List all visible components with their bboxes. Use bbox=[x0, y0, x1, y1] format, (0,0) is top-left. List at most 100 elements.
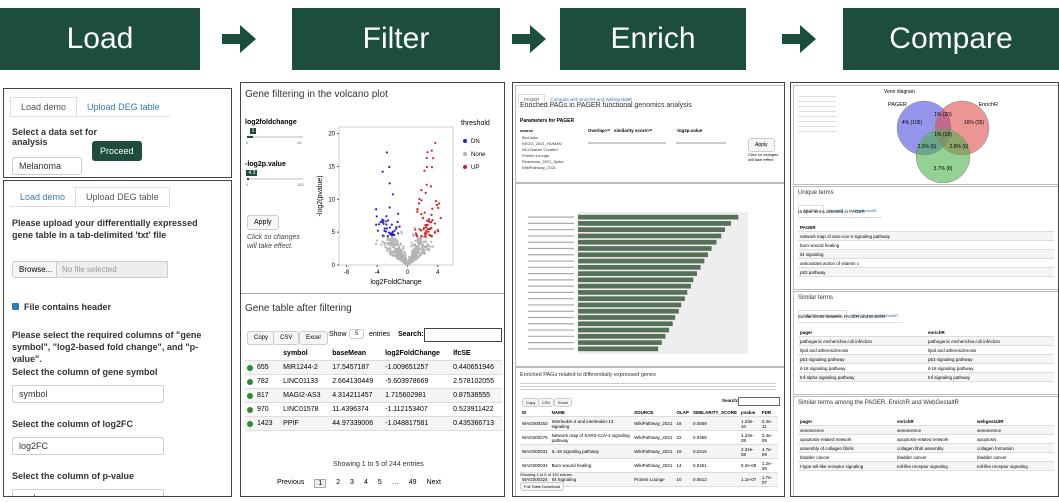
table-cell: toll-like receptor signaling bbox=[894, 461, 976, 471]
param-label: similarity score>= bbox=[614, 128, 653, 133]
download-button[interactable]: Full Table Download bbox=[520, 482, 564, 491]
field-select[interactable]: log2FC bbox=[12, 437, 164, 455]
column-header: FDR bbox=[759, 408, 778, 417]
volcano-point bbox=[427, 230, 430, 233]
volcano-point bbox=[386, 235, 389, 238]
tab[interactable]: PAGER and WebGestaltR bbox=[851, 313, 899, 318]
unique-section: Unique terms PAGER EnrichR WebGestaltR Uniqu… bbox=[793, 186, 1058, 290]
show-select[interactable]: 5 bbox=[349, 329, 365, 339]
apply-button[interactable]: Apply bbox=[247, 215, 279, 230]
export-button[interactable]: Excel bbox=[554, 398, 572, 407]
volcano-point bbox=[374, 242, 378, 245]
tab[interactable]: Compare with EnrichR and WebGestaltR bbox=[550, 97, 633, 102]
page-button[interactable]: Next bbox=[426, 479, 441, 486]
table-cell: lipid and atherosclerosis bbox=[926, 345, 1054, 355]
export-button[interactable]: Copy bbox=[247, 331, 276, 345]
stage-banner: Filter bbox=[292, 8, 500, 70]
tab[interactable]: PAGER and EnrichR bbox=[798, 310, 847, 320]
volcano-point bbox=[424, 224, 427, 227]
volcano-point bbox=[386, 219, 390, 222]
table-cell: bladder cancer bbox=[975, 452, 1054, 462]
volcano-point bbox=[417, 202, 421, 205]
source-option: WikiPathway_2021 bbox=[522, 165, 557, 170]
tab[interactable]: PAGER bbox=[518, 94, 546, 104]
field-select[interactable]: symbol bbox=[12, 385, 164, 403]
proceed-button[interactable]: Proceed bbox=[92, 141, 142, 161]
volcano-point bbox=[402, 258, 405, 261]
volcano-point bbox=[397, 252, 400, 255]
volcano-point bbox=[417, 238, 420, 241]
tab[interactable]: Upload DEG table bbox=[75, 187, 170, 206]
volcano-point bbox=[410, 241, 413, 244]
venn-set bbox=[915, 128, 971, 183]
table-cell: PPIF bbox=[279, 416, 329, 431]
export-button[interactable]: Excel bbox=[299, 331, 328, 345]
page-button[interactable]: Previous bbox=[277, 479, 305, 486]
x-tick-label: 4 bbox=[436, 270, 440, 276]
volcano-point bbox=[384, 245, 387, 249]
y-tick-label: 10 bbox=[328, 197, 335, 203]
page-button[interactable]: 5 bbox=[377, 479, 382, 486]
volcano-point bbox=[394, 253, 398, 256]
field-label: Select the column of gene symbol bbox=[12, 367, 158, 377]
export-button[interactable]: CSV bbox=[273, 331, 300, 345]
table-row: p53 pathway bbox=[798, 267, 1054, 277]
y-tick-label: 20 bbox=[328, 132, 335, 138]
table-cell: 0.0659 bbox=[690, 416, 739, 431]
page-button[interactable]: … bbox=[391, 479, 399, 486]
export-button[interactable]: CSV bbox=[538, 398, 555, 407]
stage-banner: Load bbox=[0, 8, 200, 70]
volcano-point bbox=[397, 212, 400, 215]
tab[interactable]: EnrichR bbox=[828, 208, 843, 213]
volcano-point bbox=[416, 247, 419, 250]
bar bbox=[578, 283, 691, 289]
stage-banner: Compare bbox=[843, 8, 1059, 70]
table-cell: bladder cancer bbox=[798, 452, 895, 462]
volcano-point bbox=[383, 229, 386, 232]
tab[interactable]: Upload DEG table bbox=[87, 102, 160, 112]
volcano-point bbox=[394, 244, 397, 247]
volcano-point bbox=[375, 215, 378, 218]
table-cell: 817 bbox=[245, 388, 280, 403]
column-header: NAME bbox=[549, 408, 633, 417]
volcano-point bbox=[381, 240, 384, 243]
volcano-point bbox=[402, 255, 405, 259]
search-box bbox=[424, 328, 502, 342]
table-row: WAG000276 Network map of SARS-CoV-2 signa… bbox=[520, 430, 778, 445]
volcano-point bbox=[387, 231, 390, 234]
table-cell: 14 bbox=[674, 458, 691, 473]
volcano-point bbox=[424, 246, 427, 249]
table-cell: collagen fibril assembly bbox=[894, 443, 976, 453]
bar bbox=[578, 239, 717, 245]
field-select[interactable]: pvalue bbox=[12, 489, 164, 496]
tab[interactable]: PAGER bbox=[798, 205, 824, 215]
volcano-point bbox=[430, 149, 433, 152]
volcano-point bbox=[425, 232, 428, 235]
file-field: No file selected bbox=[56, 261, 168, 278]
apply-button[interactable]: Apply bbox=[748, 138, 775, 152]
page-button[interactable]: 2 bbox=[336, 479, 341, 486]
page-button[interactable]: 49 bbox=[408, 479, 417, 486]
page-button[interactable]: 1 bbox=[314, 479, 327, 488]
tab[interactable]: WebGestaltR bbox=[852, 208, 877, 213]
param-track bbox=[614, 142, 666, 144]
page-button[interactable]: 3 bbox=[350, 479, 354, 486]
volcano-point bbox=[386, 238, 389, 242]
export-button[interactable]: Copy bbox=[522, 398, 540, 407]
page-button[interactable]: 4 bbox=[363, 479, 368, 486]
volcano-point bbox=[388, 165, 391, 169]
slider-min: 0 bbox=[246, 140, 249, 145]
column-header: SIMILARITY_SCORE bbox=[690, 408, 739, 417]
dataset-select[interactable]: Melanoma bbox=[12, 157, 82, 175]
tab[interactable]: Load demo bbox=[20, 192, 66, 202]
y-tick-label: 15 bbox=[328, 164, 335, 170]
column-header: enrichR bbox=[894, 417, 976, 426]
volcano-point bbox=[393, 239, 396, 242]
tab[interactable]: Load demo bbox=[10, 97, 78, 116]
volcano-point bbox=[409, 258, 413, 261]
volcano-point bbox=[412, 248, 416, 251]
volcano-point bbox=[400, 255, 403, 258]
table-cell: WikiPathway_2021 bbox=[632, 430, 675, 445]
browse-button[interactable]: Browse... bbox=[12, 261, 60, 278]
volcano-point bbox=[383, 241, 386, 244]
